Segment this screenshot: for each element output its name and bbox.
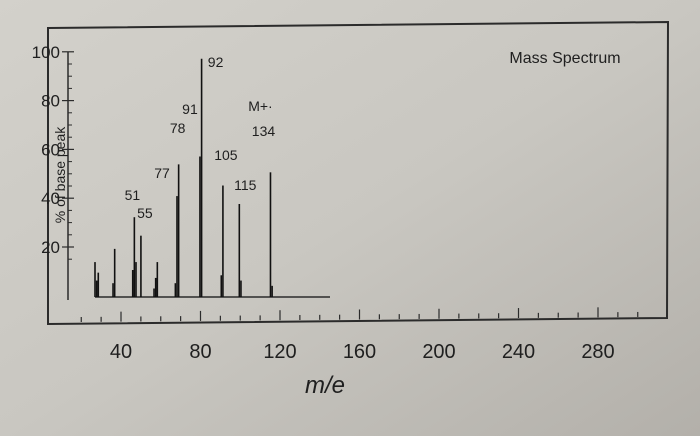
peak-label: 91 xyxy=(182,101,198,117)
peak-label: 55 xyxy=(137,205,153,221)
y-axis-title: % of base peak xyxy=(52,126,68,224)
x-tick-label: 160 xyxy=(343,341,376,363)
x-tick-label: 280 xyxy=(581,341,614,363)
peak-label: 77 xyxy=(154,165,170,181)
peak-label: M+· xyxy=(248,98,273,114)
x-axis-title: m/e xyxy=(305,372,345,399)
x-tick-label: 240 xyxy=(502,341,535,363)
peak-label: 105 xyxy=(214,147,238,163)
y-tick-label: 60 xyxy=(41,140,60,159)
y-tick-label: 40 xyxy=(41,189,60,208)
plot-frame xyxy=(47,20,670,326)
peak-label: 78 xyxy=(170,120,186,136)
peak-label: 92 xyxy=(208,54,224,70)
chart-title: Mass Spectrum xyxy=(509,50,620,67)
x-tick-label: 120 xyxy=(263,341,296,363)
peak-label: 134 xyxy=(252,123,276,139)
x-tick-label: 80 xyxy=(189,341,211,363)
peak-label: 51 xyxy=(125,187,141,203)
y-tick-label: 20 xyxy=(41,238,60,257)
y-tick-label: 100 xyxy=(32,43,60,62)
peak-label: 115 xyxy=(234,177,257,193)
x-tick-label: 40 xyxy=(110,341,132,363)
y-tick-label: 80 xyxy=(41,92,60,111)
x-tick-label: 200 xyxy=(422,341,455,363)
